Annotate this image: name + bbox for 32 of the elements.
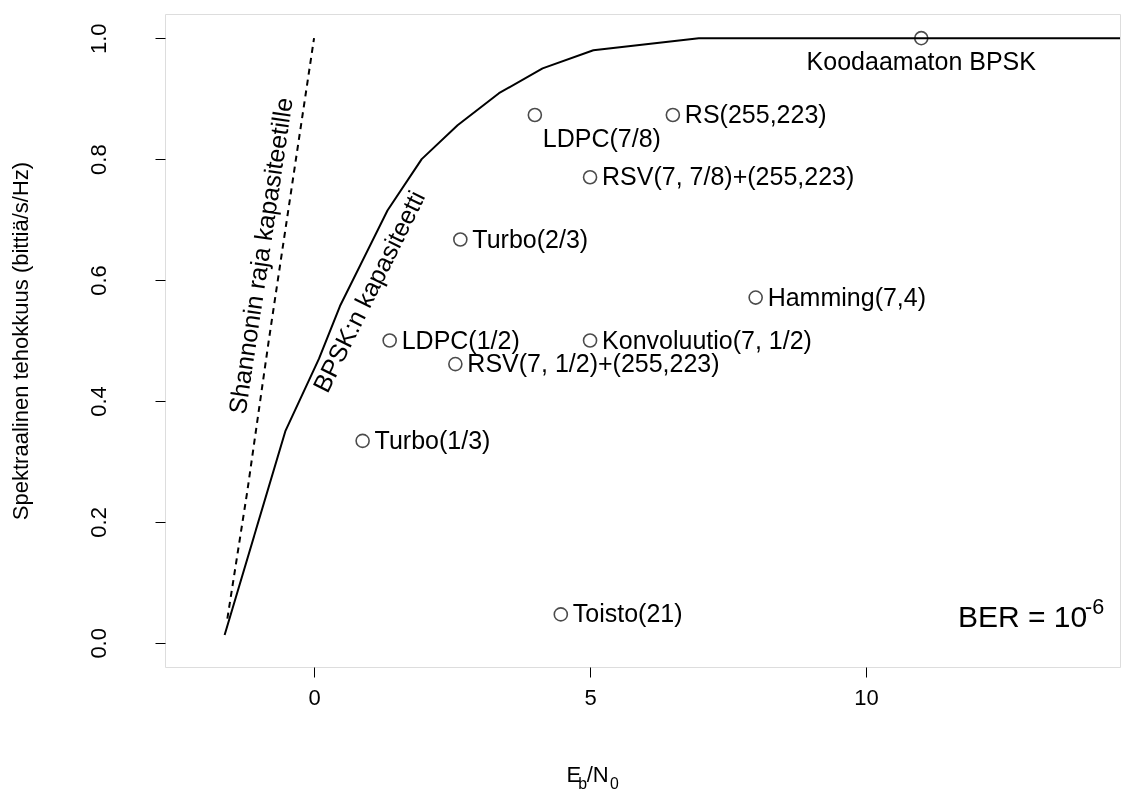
y-axis-title: Spektraalinen tehokkuus (bittiä/s/Hz) xyxy=(7,161,33,521)
y-tick-label: 1.0 xyxy=(85,23,111,54)
annotation: LDPC(1/2) xyxy=(401,325,520,354)
y-tick-label: 0.0 xyxy=(85,628,111,659)
annotation: Turbo(1/3) xyxy=(374,425,491,454)
point xyxy=(382,333,397,348)
point xyxy=(582,333,598,348)
point xyxy=(453,232,468,247)
y-tick-label: 0.2 xyxy=(85,507,111,538)
point xyxy=(527,107,543,123)
annotation: LDPC(7/8) xyxy=(542,123,661,152)
annotation: RSV(7, 7/8)+(255,223) xyxy=(602,162,855,191)
x-tick-label: 0 xyxy=(308,684,321,710)
point xyxy=(582,169,598,185)
annotation: Hamming(7,4) xyxy=(767,282,927,311)
point xyxy=(665,107,681,123)
y-tick-label: 0.4 xyxy=(85,386,111,417)
text: Shannonin raja kapasiteetille xyxy=(222,95,298,416)
point xyxy=(913,30,929,46)
x-tick-label: 10 xyxy=(854,684,879,710)
y-tick-label: 0.8 xyxy=(85,144,111,175)
annotation: Turbo(2/3) xyxy=(472,224,589,253)
annotation: Toisto(21) xyxy=(572,599,683,628)
point xyxy=(355,433,370,449)
x-tick-label: 5 xyxy=(584,684,597,710)
point xyxy=(553,607,569,622)
point xyxy=(448,356,463,372)
annotation: RS(255,223) xyxy=(684,99,827,128)
y-tick-label: 0.6 xyxy=(85,265,111,296)
point xyxy=(748,290,763,305)
annotation: Koodaamaton BPSK xyxy=(806,47,1037,76)
annotation: Konvoluutio(7, 1/2) xyxy=(602,325,812,354)
